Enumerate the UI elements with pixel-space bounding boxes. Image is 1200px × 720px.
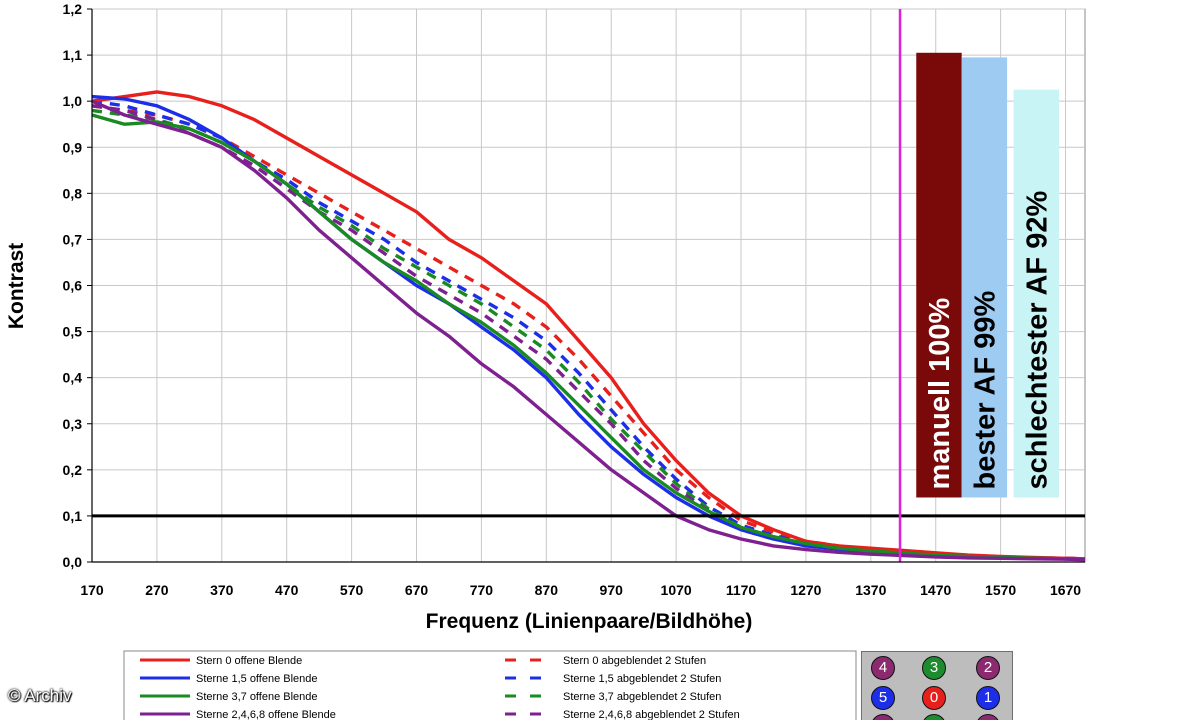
accuracy-bar <box>1013 89 1060 498</box>
star-marker <box>922 714 946 720</box>
y-tick-label: 1,1 <box>63 47 83 63</box>
reference-lines <box>92 9 1085 562</box>
legend-entry: Sterne 1,5 abgeblendet 2 Stufen <box>563 673 721 685</box>
x-tick-label: 1270 <box>790 582 821 598</box>
legend-entry: Stern 0 offene Blende <box>196 655 302 667</box>
star-marker <box>976 714 1000 720</box>
x-tick-label: 470 <box>275 582 299 598</box>
legend: Stern 0 offene Blende Sterne 1,5 offene B… <box>123 650 857 720</box>
series-line-open-3 <box>91 99 1086 562</box>
x-tick-label: 370 <box>210 582 234 598</box>
legend-entry: Stern 0 abgeblendet 2 Stufen <box>563 655 706 667</box>
y-tick-label: 0,5 <box>63 324 83 340</box>
x-tick-label: 970 <box>600 582 624 598</box>
series-line-open-0 <box>91 90 1086 561</box>
x-tick-label: 770 <box>470 582 494 598</box>
y-tick-label: 0,8 <box>63 185 83 201</box>
star-marker: 1 <box>976 686 1000 710</box>
legend-entry: Sterne 1,5 offene Blende <box>196 673 318 685</box>
y-axis-title: Kontrast <box>5 243 28 329</box>
y-tick-label: 1,0 <box>63 93 83 109</box>
star-marker: 0 <box>922 686 946 710</box>
x-tick-label: 1370 <box>855 582 886 598</box>
y-tick-label: 1,2 <box>63 1 83 17</box>
x-tick-label: 870 <box>535 582 559 598</box>
x-tick-label: 1670 <box>1050 582 1081 598</box>
x-axis-title: Frequenz (Linienpaare/Bildhöhe) <box>426 610 753 633</box>
star-marker: 2 <box>976 656 1000 680</box>
accuracy-bar-label: schlechtester AF 92% <box>1021 191 1053 490</box>
x-tick-label: 670 <box>405 582 429 598</box>
star-marker: 5 <box>871 686 895 710</box>
star-marker: 3 <box>922 656 946 680</box>
x-tick-label: 1170 <box>726 582 757 598</box>
accuracy-bar-label: bester AF 99% <box>969 290 1001 489</box>
y-tick-label: 0,2 <box>63 462 83 478</box>
accuracy-bar <box>916 52 962 498</box>
y-tick-label: 0,9 <box>63 139 83 155</box>
y-tick-label: 0,3 <box>63 416 83 432</box>
legend-entry: Sterne 2,4,6,8 abgeblendet 2 Stufen <box>563 709 740 720</box>
star-position-panel: 4 3 2 5 0 1 <box>861 651 1013 720</box>
x-tick-label: 1470 <box>920 582 951 598</box>
star-marker <box>871 714 895 720</box>
x-tick-label: 1570 <box>985 582 1016 598</box>
accuracy-bar-label: manuell 100% <box>924 297 956 489</box>
x-tick-label: 1070 <box>661 582 692 598</box>
x-tick-label: 270 <box>145 582 169 598</box>
accuracy-bars: manuell 100% bester AF 99% schlechtester A… <box>916 52 1060 498</box>
y-tick-label: 0,6 <box>63 278 83 294</box>
credit-label: © Archiv <box>8 686 72 705</box>
series-line-open-2 <box>91 113 1086 561</box>
star-marker: 4 <box>871 656 895 680</box>
series-lines <box>91 90 1086 562</box>
y-tick-label: 0,4 <box>63 370 83 386</box>
y-tick-label: 0,1 <box>63 508 83 524</box>
legend-entry: Sterne 3,7 offene Blende <box>196 691 318 703</box>
legend-entry: Sterne 2,4,6,8 offene Blende <box>196 709 336 720</box>
axes: 170 270 370 470 570 670 770 870 970 1070 1170 1270 1… <box>63 1 1085 598</box>
accuracy-bar <box>961 57 1008 498</box>
x-tick-label: 170 <box>80 582 104 598</box>
legend-box <box>123 650 857 720</box>
y-tick-label: 0,0 <box>63 554 83 570</box>
x-tick-label: 570 <box>340 582 364 598</box>
y-tick-label: 0,7 <box>63 231 83 247</box>
legend-entry: Sterne 3,7 abgeblendet 2 Stufen <box>563 691 721 703</box>
